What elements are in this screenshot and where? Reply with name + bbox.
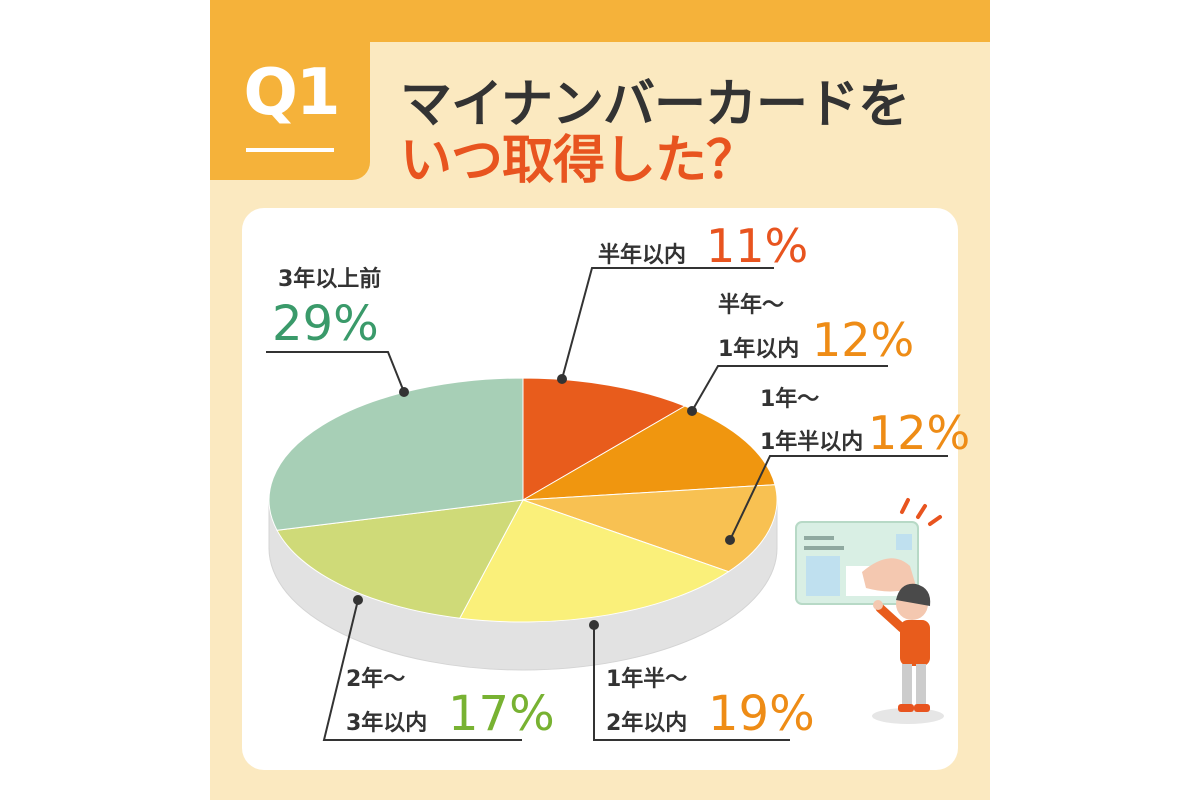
pie-slice-1	[522, 377, 687, 501]
pie-slice-6	[268, 377, 524, 531]
leader-dot-4	[589, 620, 599, 630]
leader-dot-3	[725, 535, 735, 545]
leader-line-2	[691, 365, 888, 412]
leader-line-6	[266, 351, 405, 393]
slice-value-2: 12%	[812, 313, 914, 367]
pie-slice-4	[459, 499, 730, 623]
slice-value-3: 12%	[868, 406, 970, 460]
leader-line-5	[322, 599, 522, 741]
leader-line-3	[729, 455, 948, 541]
slice-label-3: 1年〜	[760, 386, 819, 412]
leader-dot-2	[687, 406, 697, 416]
slice-value-4: 19%	[708, 686, 815, 742]
slice-value-6: 29%	[272, 296, 379, 352]
slice-label-5: 3年以内	[346, 710, 427, 736]
leader-dot-6	[399, 387, 409, 397]
top-band	[210, 0, 990, 42]
person-illustration	[795, 498, 944, 724]
slice-label-4: 1年半〜	[606, 666, 687, 692]
leader-dot-5	[353, 595, 363, 605]
question-number: Q1	[243, 56, 341, 130]
leader-line-4	[593, 625, 790, 741]
slice-label-2: 半年〜	[718, 292, 784, 318]
pie-slice-3	[522, 484, 778, 573]
slice-value-1: 11%	[706, 219, 808, 273]
slice-label-6: 3年以上前	[278, 266, 381, 292]
slice-label-3: 1年半以内	[760, 429, 863, 455]
slice-label-4: 2年以内	[606, 710, 687, 736]
title-line-1: マイナンバーカードを	[400, 75, 910, 135]
slice-label-2: 1年以内	[718, 336, 799, 362]
pie-slice-5	[276, 499, 524, 619]
slice-label-5: 2年〜	[346, 666, 405, 692]
title-line-2: いつ取得した？	[400, 131, 758, 191]
slice-label-1: 半年以内	[598, 242, 686, 268]
question-tab	[210, 42, 370, 180]
leader-dot-1	[557, 374, 567, 384]
question-underline	[246, 148, 334, 152]
slice-value-5: 17%	[448, 686, 555, 742]
leader-line-1	[561, 267, 774, 380]
